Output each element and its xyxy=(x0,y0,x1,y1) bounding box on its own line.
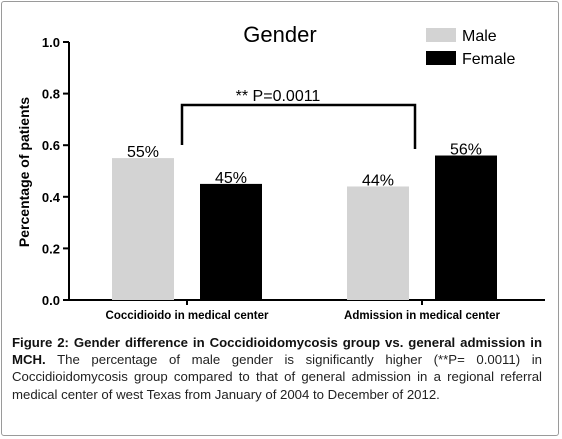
chart-title: Gender xyxy=(243,22,316,47)
y-tick-label: 0.0 xyxy=(42,293,60,308)
bar-male-2 xyxy=(347,186,409,300)
bar-value-label: 56% xyxy=(450,142,482,159)
y-axis-label: Percentage of patients xyxy=(16,97,32,247)
bar-female-1 xyxy=(200,183,262,300)
y-tick-label: 0.6 xyxy=(42,138,60,153)
x-tick-label: Coccidioido in medical center xyxy=(106,310,269,322)
caption-text: The percentage of male gender is signifi… xyxy=(12,352,542,402)
y-tick-label: 1.0 xyxy=(42,35,60,50)
gender-bar-chart: Gender Percentage of patients 0.0 0.2 0.4 0… xyxy=(16,22,545,322)
bar-male-1 xyxy=(112,158,174,300)
legend: Male Female xyxy=(426,28,515,68)
bar-value-label: 44% xyxy=(362,172,394,189)
legend-swatch-male xyxy=(426,28,456,42)
significance-annotation: ** P=0.0011 xyxy=(180,88,417,149)
legend-label-male: Male xyxy=(462,28,497,45)
bar-value-label: 45% xyxy=(215,170,247,187)
bars xyxy=(112,155,497,300)
bar-value-label: 55% xyxy=(127,144,159,161)
caption-title: Figure 2: Gender difference in Coccidioi… xyxy=(12,335,542,368)
significance-bracket xyxy=(180,103,417,149)
bar-labels: 55% 45% 44% 56% xyxy=(127,142,482,190)
legend-swatch-female xyxy=(426,51,456,65)
significance-label: ** P=0.0011 xyxy=(236,88,321,105)
bar-female-2 xyxy=(435,155,497,300)
y-tick-label: 0.2 xyxy=(42,241,60,256)
y-tick-label: 0.8 xyxy=(42,87,60,102)
x-tick-label: Admission in medical center xyxy=(344,310,500,322)
figure-caption: Figure 2: Gender difference in Coccidioi… xyxy=(12,334,542,403)
y-tick-label: 0.4 xyxy=(42,190,61,205)
legend-label-female: Female xyxy=(462,51,515,68)
